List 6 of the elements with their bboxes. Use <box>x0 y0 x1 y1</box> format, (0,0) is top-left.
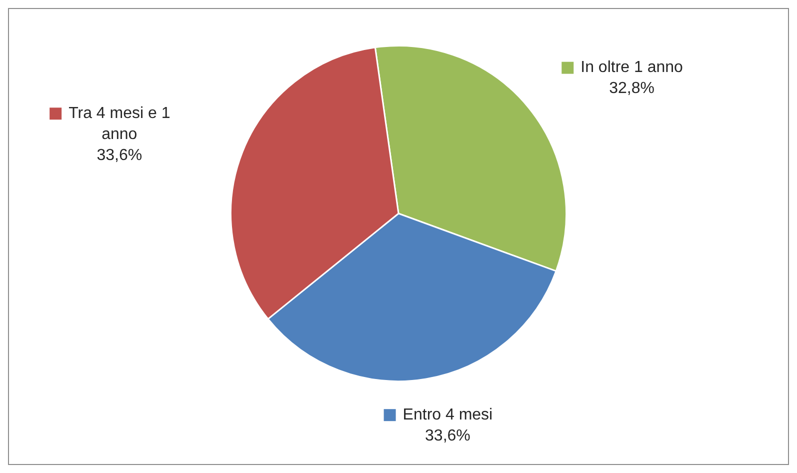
legend-label: Entro 4 mesi <box>402 406 493 424</box>
data-label: 33,6% <box>96 147 142 164</box>
data-label: 33,6% <box>425 427 470 444</box>
legend-label: In oltre 1 anno <box>580 59 684 76</box>
legend-label: Tra 4 mesi e 1 anno <box>68 105 170 144</box>
data-label: 32,8% <box>609 80 654 98</box>
